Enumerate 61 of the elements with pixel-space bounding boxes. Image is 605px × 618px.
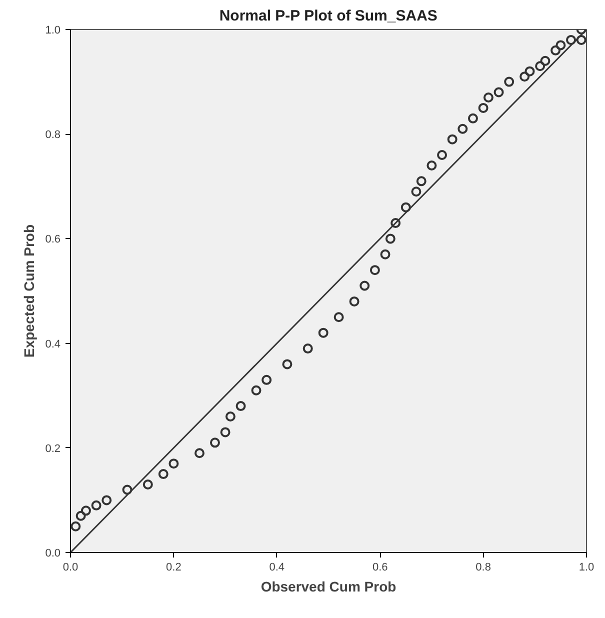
point — [468, 113, 478, 124]
point — [494, 87, 504, 98]
point — [447, 134, 458, 144]
x-tick-label: 1.0 — [578, 562, 594, 574]
point — [437, 150, 448, 160]
point — [225, 412, 236, 422]
point — [282, 359, 292, 370]
x-tick-label: 0.6 — [372, 562, 388, 574]
point — [360, 280, 370, 291]
point — [370, 265, 380, 276]
x-tick-label: 0.0 — [62, 562, 78, 574]
point — [251, 385, 262, 396]
point — [334, 312, 344, 322]
y-tick-label: 0.0 — [45, 548, 61, 560]
point — [411, 186, 422, 197]
point — [566, 34, 576, 45]
point — [194, 448, 204, 458]
chart-title: Normal P-P Plot of Sum_SAAS — [219, 8, 438, 24]
point — [416, 176, 426, 186]
point — [158, 469, 168, 480]
point — [520, 72, 530, 82]
point — [168, 458, 179, 469]
point — [426, 160, 437, 170]
point — [504, 76, 514, 87]
point — [302, 344, 313, 354]
point — [318, 328, 328, 338]
point — [91, 500, 102, 510]
point — [535, 61, 546, 72]
point — [349, 296, 360, 306]
point — [483, 92, 494, 102]
point — [390, 218, 401, 228]
point — [80, 506, 91, 516]
x-tick-label: 0.8 — [476, 562, 491, 574]
point — [70, 521, 81, 532]
y-tick-label: 0.4 — [45, 338, 61, 350]
y-axis-title: Expected Cum Prob — [21, 224, 38, 358]
point — [550, 45, 561, 56]
point — [400, 202, 411, 212]
point — [76, 510, 86, 521]
point — [385, 234, 396, 244]
point — [380, 249, 390, 260]
point — [102, 495, 112, 506]
point — [122, 484, 132, 495]
y-tick-label: 0.2 — [45, 442, 61, 455]
x-axis-title: Observed Cum Prob — [260, 578, 396, 594]
point — [524, 66, 535, 76]
point — [236, 401, 246, 412]
point — [142, 480, 153, 490]
point — [540, 56, 550, 66]
point — [576, 34, 586, 45]
point — [458, 124, 468, 134]
point — [556, 40, 566, 50]
point — [478, 102, 488, 113]
x-tick-label: 0.2 — [166, 562, 182, 574]
point — [262, 374, 272, 385]
x-tick-label: 0.4 — [269, 562, 285, 574]
y-tick-label: 0.8 — [45, 129, 61, 142]
point — [220, 427, 230, 438]
y-tick-label: 0.6 — [45, 234, 61, 246]
y-tick-label: 1.0 — [45, 24, 61, 36]
point — [210, 438, 220, 448]
